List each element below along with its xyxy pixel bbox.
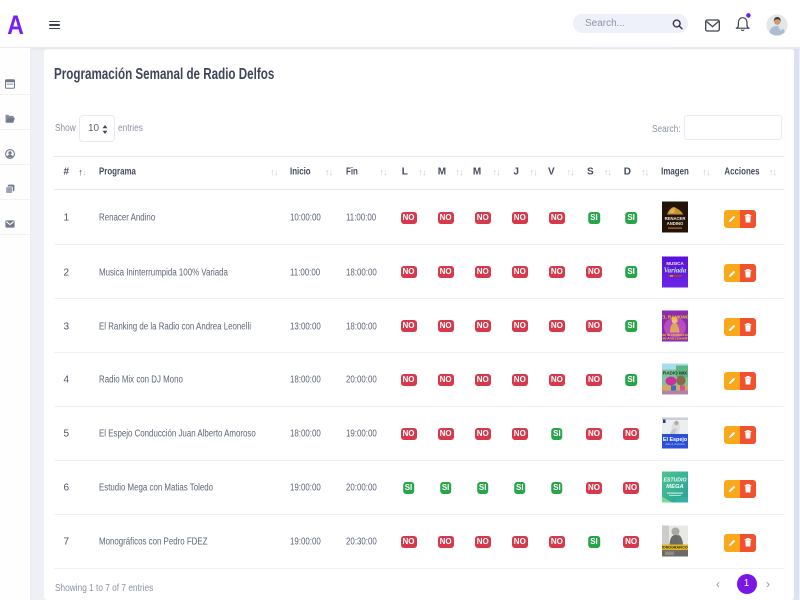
svg-text:El Espejo: El Espejo <box>662 437 687 443</box>
svg-text:ANDINO: ANDINO <box>666 221 683 226</box>
svg-text:con la conducción: con la conducción <box>662 333 688 337</box>
svg-text:MONOGRAFICOS: MONOGRAFICOS <box>662 546 688 550</box>
svg-text:Juan A. Amoroso: Juan A. Amoroso <box>665 442 685 446</box>
svg-text:de Ana Leonelli: de Ana Leonelli <box>662 336 687 340</box>
svg-text:ESTUDIO: ESTUDIO <box>663 478 686 484</box>
svg-text:MUSICA: MUSICA <box>666 261 684 266</box>
svg-text:MEGA: MEGA <box>666 484 683 490</box>
svg-text:Variada: Variada <box>663 266 686 274</box>
svg-text:RADIO MIX: RADIO MIX <box>662 371 687 376</box>
svg-text:EL RANKING: EL RANKING <box>662 314 688 319</box>
svg-text:RENACER: RENACER <box>664 216 685 221</box>
